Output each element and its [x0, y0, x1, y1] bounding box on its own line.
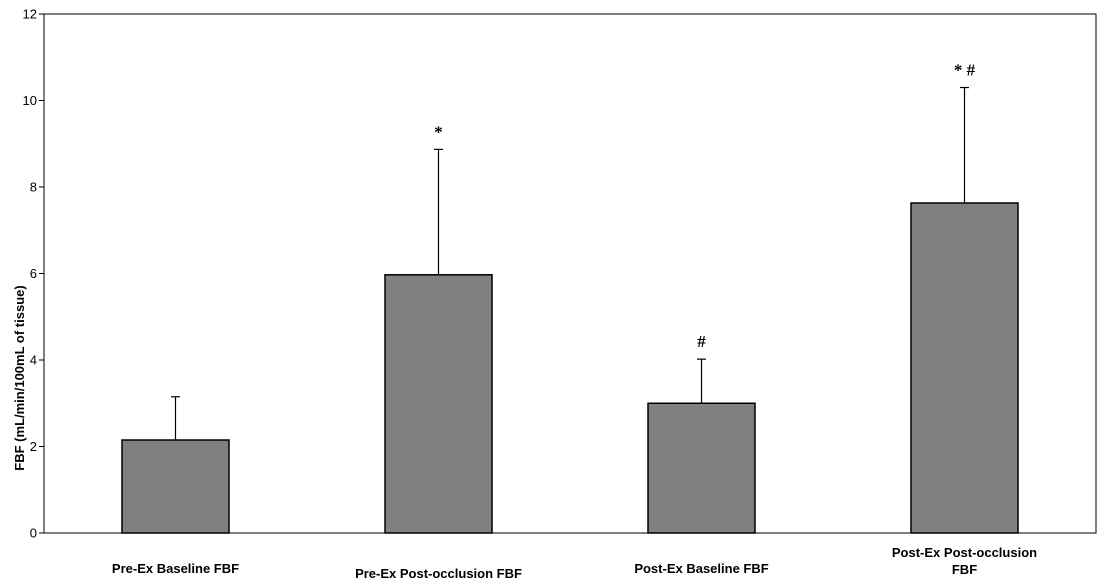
- x-category-label: FBF: [952, 562, 977, 577]
- bar: [910, 202, 1019, 534]
- x-category-label: Pre-Ex Baseline FBF: [112, 561, 239, 576]
- bar: [121, 439, 230, 534]
- y-tick-label: 12: [23, 7, 37, 22]
- bar: [647, 402, 756, 534]
- y-axis-label: FBF (mL/min/100mL of tissue): [12, 285, 27, 470]
- y-tick-label: 0: [30, 526, 37, 541]
- y-tick-label: 2: [30, 439, 37, 454]
- y-tick-label: 8: [30, 180, 37, 195]
- significance-marker: #: [697, 332, 706, 351]
- y-tick-label: 4: [30, 353, 37, 368]
- x-category-label: Post-Ex Post-occlusion: [892, 545, 1037, 560]
- y-tick-label: 10: [23, 93, 37, 108]
- y-tick-label: 6: [30, 266, 37, 281]
- x-category-label: Post-Ex Baseline FBF: [634, 561, 768, 576]
- bars: [121, 86, 1019, 534]
- bar: [384, 274, 493, 534]
- significance-marker: *: [434, 122, 443, 141]
- x-category-label: Pre-Ex Post-occlusion FBF: [355, 566, 522, 581]
- axes: 0 2 4 6 8 10 12 FBF (mL/min/100mL of tissue): [12, 7, 1097, 541]
- labels: Pre-Ex Baseline FBF * Pre-Ex Post-occlusio…: [112, 61, 1037, 581]
- significance-marker: * #: [954, 61, 976, 80]
